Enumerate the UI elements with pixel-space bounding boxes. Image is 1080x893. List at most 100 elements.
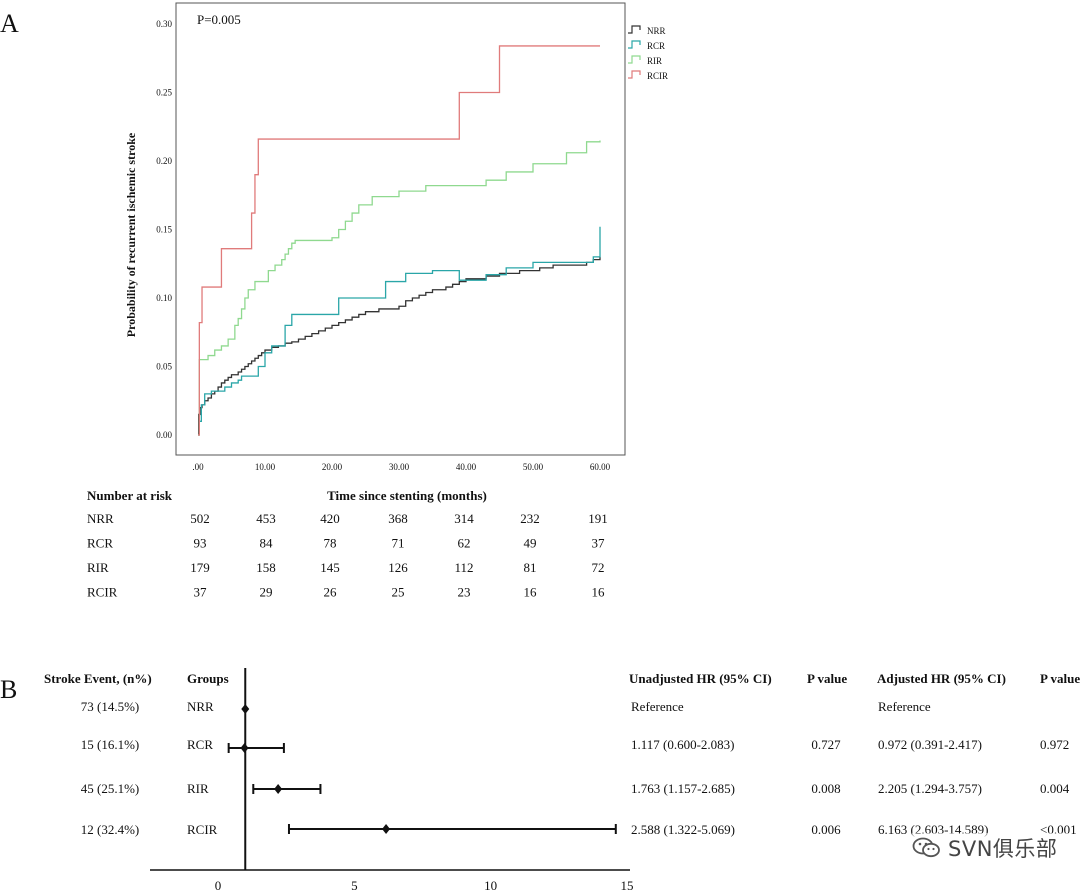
km-y-tick-label: 0.20 (156, 156, 172, 166)
forest-events-cell: 12 (32.4%) (81, 822, 140, 837)
risk-cell: 453 (256, 511, 276, 526)
forest-p1-cell: 0.727 (811, 737, 841, 752)
risk-group-name: RIR (87, 560, 109, 575)
risk-cell: 158 (256, 560, 276, 575)
km-x-axis: .00 10.00 20.00 30.00 40.00 50.00 60.00 (192, 462, 610, 472)
forest-header-unadjusted-hr: Unadjusted HR (95% CI) (629, 671, 772, 686)
km-y-tick-label: 0.25 (156, 88, 172, 98)
km-x-tick-label: 60.00 (590, 462, 611, 472)
risk-cell: 71 (392, 536, 405, 551)
km-line-rcr (198, 226, 601, 436)
legend-label-rcir: RCIR (647, 71, 668, 81)
risk-cell: 25 (392, 585, 405, 600)
forest-x-tick-label: 15 (621, 878, 634, 893)
forest-unadjusted-hr-cell: 2.588 (1.322-5.069) (631, 822, 735, 837)
risk-cell: 72 (592, 560, 605, 575)
risk-cell: 26 (324, 585, 338, 600)
legend-swatch-rcr (628, 40, 641, 49)
km-y-tick-label: 0.05 (156, 362, 172, 372)
risk-cell: 191 (588, 511, 608, 526)
km-y-tick-label: 0.15 (156, 225, 172, 235)
wechat-icon (912, 837, 940, 858)
risk-cell: 29 (260, 585, 273, 600)
risk-cell: 23 (458, 585, 471, 600)
legend-swatch-nrr (628, 25, 641, 34)
watermark-text: SVN俱乐部 (948, 837, 1058, 861)
risk-cell: 232 (520, 511, 540, 526)
forest-header-events: Stroke Event, (n%) (44, 671, 152, 686)
km-y-tick-label: 0.00 (156, 430, 172, 440)
risk-cell: 179 (190, 560, 210, 575)
km-curves (198, 45, 601, 436)
risk-cell: 78 (324, 536, 337, 551)
legend-label-rir: RIR (647, 56, 662, 66)
forest-point-nrr (241, 704, 250, 714)
forest-x-tick-label: 0 (215, 878, 222, 893)
forest-group-cell: RCR (187, 737, 213, 752)
risk-group-name: NRR (87, 511, 114, 526)
forest-header-p1: P value (807, 671, 847, 686)
legend-label-nrr: NRR (647, 26, 666, 36)
forest-unadjusted-hr-cell: 1.117 (0.600-2.083) (631, 737, 735, 752)
forest-p2-cell: 0.972 (1040, 737, 1069, 752)
risk-cell: 16 (524, 585, 538, 600)
forest-p2-cell: 0.004 (1040, 781, 1070, 796)
risk-cell: 16 (592, 585, 606, 600)
risk-cell: 81 (524, 560, 537, 575)
km-y-axis: 0.00 0.05 0.10 0.15 0.20 0.25 0.30 (156, 19, 172, 440)
risk-cell: 62 (458, 536, 471, 551)
forest-group-cell: RCIR (187, 822, 218, 837)
risk-cell: 37 (194, 585, 208, 600)
forest-point-rcr (240, 743, 249, 753)
watermark: SVN俱乐部 (912, 833, 1072, 863)
km-x-tick-label: 20.00 (322, 462, 343, 472)
number-at-risk-table: NRR 502 453 420 368 314 232 191 RCR 93 84 78 71 62 49 3… (87, 511, 608, 600)
km-plot-frame (175, 2, 626, 456)
risk-cell: 112 (454, 560, 473, 575)
risk-cell: 145 (320, 560, 340, 575)
forest-adjusted-hr-cell: 2.205 (1.294-3.757) (878, 781, 982, 796)
forest-point-rir (274, 784, 283, 794)
forest-unadjusted-hr-cell: Reference (631, 699, 684, 714)
forest-x-tick-label: 10 (484, 878, 497, 893)
km-legend: NRR RCR RIR RCIR (628, 25, 668, 81)
risk-cell: 93 (194, 536, 207, 551)
risk-group-name: RCR (87, 536, 113, 551)
risk-cell: 314 (454, 511, 474, 526)
legend-label-rcr: RCR (647, 41, 665, 51)
number-at-risk-heading: Number at risk (87, 488, 173, 503)
risk-cell: 84 (260, 536, 274, 551)
legend-swatch-rir (628, 55, 641, 64)
risk-cell: 126 (388, 560, 408, 575)
km-x-tick-label: .00 (192, 462, 204, 472)
km-line-nrr (198, 256, 601, 436)
forest-unadjusted-hr-cell: 1.763 (1.157-2.685) (631, 781, 735, 796)
forest-group-cell: RIR (187, 781, 209, 796)
km-x-tick-label: 40.00 (456, 462, 477, 472)
forest-header-groups: Groups (187, 671, 229, 686)
forest-group-cell: NRR (187, 699, 214, 714)
km-y-tick-label: 0.10 (156, 293, 172, 303)
forest-events-cell: 73 (14.5%) (81, 699, 140, 714)
forest-p1-cell: 0.006 (811, 822, 841, 837)
forest-plot: 0 5 10 15 (150, 668, 634, 893)
km-x-tick-label: 10.00 (255, 462, 276, 472)
km-y-axis-title: Probability of recurrent ischemic stroke (124, 132, 138, 337)
risk-cell: 368 (388, 511, 408, 526)
km-line-rir (198, 140, 601, 436)
panel-b-letter: B (0, 675, 17, 704)
forest-point-rcir (382, 824, 391, 834)
forest-header-p2: P value (1040, 671, 1080, 686)
forest-x-tick-label: 5 (351, 878, 358, 893)
risk-cell: 420 (320, 511, 340, 526)
risk-cell: 49 (524, 536, 537, 551)
forest-adjusted-hr-cell: Reference (878, 699, 931, 714)
panel-a-letter: A (0, 9, 19, 38)
risk-group-name: RCIR (87, 585, 118, 600)
forest-table-rows: 73 (14.5%) NRR Reference Reference 15 (16.1%… (81, 699, 1077, 837)
km-line-rcir (198, 45, 600, 436)
forest-adjusted-hr-cell: 0.972 (0.391-2.417) (878, 737, 982, 752)
forest-events-cell: 45 (25.1%) (81, 781, 140, 796)
p-value-label: P=0.005 (197, 12, 241, 27)
